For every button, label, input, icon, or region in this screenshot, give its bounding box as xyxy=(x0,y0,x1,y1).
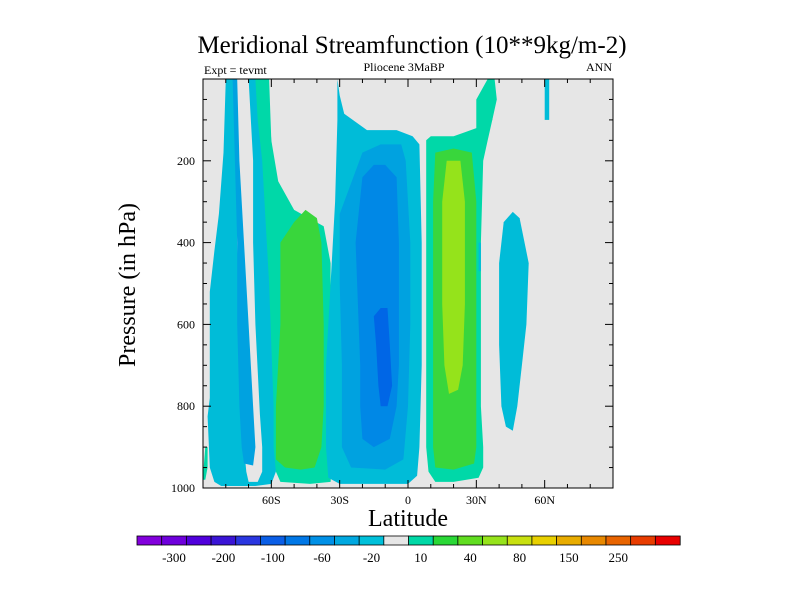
colorbar-label: -200 xyxy=(211,550,235,565)
colorbar-label: -100 xyxy=(261,550,285,565)
x-axis-label: Latitude xyxy=(368,506,448,532)
y-axis-label: Pressure (in hPa) xyxy=(115,203,141,367)
x-tick-label: 0 xyxy=(405,493,411,507)
contour-region-11 xyxy=(442,160,465,394)
chart-title: Meridional Streamfunction (10**9kg/m-2) xyxy=(197,32,626,59)
colorbar-box xyxy=(630,535,656,546)
x-tick-label: 60S xyxy=(262,493,281,507)
colorbar-box xyxy=(161,535,187,546)
y-tick-label: 1000 xyxy=(171,481,195,495)
colorbar-label: -60 xyxy=(313,550,330,565)
colorbar-box xyxy=(334,535,360,546)
right-string: ANN xyxy=(586,60,612,74)
contour-region-3 xyxy=(203,447,208,480)
colorbar-label: 10 xyxy=(414,550,427,565)
colorbar-labels: -300 -200 -100 -60 -20 10 40 80 150 250 xyxy=(162,550,628,565)
contour-region-15 xyxy=(487,79,495,100)
colorbar-box xyxy=(210,535,237,546)
colorbar-label: 150 xyxy=(559,550,579,565)
colorbar-box xyxy=(482,535,508,546)
contour-region-12 xyxy=(275,209,324,470)
y-tick-label: 400 xyxy=(177,236,195,250)
colorbar-box xyxy=(136,535,163,546)
colorbar-box xyxy=(408,535,434,546)
colorbar-box xyxy=(309,535,336,546)
colorbar-box xyxy=(235,535,262,546)
y-tick-label: 800 xyxy=(177,399,195,413)
contour-region-16 xyxy=(544,79,550,120)
colorbar-box xyxy=(605,535,632,546)
contour-region-1 xyxy=(225,79,256,466)
colorbar-label: 80 xyxy=(513,550,526,565)
center-string: Pliocene 3MaBP xyxy=(364,60,445,74)
y-tick-label: 200 xyxy=(177,154,195,168)
colorbar-box xyxy=(185,535,212,546)
colorbar-box xyxy=(506,535,533,546)
colorbar xyxy=(136,535,681,546)
x-tick-label: 30N xyxy=(466,493,487,507)
colorbar-label: 40 xyxy=(464,550,477,565)
colorbar-label: 250 xyxy=(609,550,629,565)
colorbar-box xyxy=(432,535,459,546)
colorbar-box xyxy=(531,535,558,546)
contour-region-0 xyxy=(207,79,279,486)
contour-region-13 xyxy=(499,211,529,431)
colorbar-box xyxy=(358,535,385,546)
colorbar-label: -20 xyxy=(363,550,380,565)
colorbar-box xyxy=(556,535,582,546)
x-tick-label: 60N xyxy=(534,493,555,507)
colorbar-label: -300 xyxy=(162,550,186,565)
colorbar-box xyxy=(457,535,484,546)
y-tick-label: 600 xyxy=(177,317,195,331)
contour-fill-group xyxy=(203,79,550,486)
colorbar-box xyxy=(383,535,410,546)
x-tick-label: 30S xyxy=(330,493,349,507)
contour-region-6 xyxy=(355,164,399,448)
contour-region-14 xyxy=(478,242,481,272)
axis-tick-labels: 60S 30S 0 30N 60N 200 400 600 800 1000 xyxy=(171,154,555,507)
colorbar-box xyxy=(260,535,286,546)
left-string: Expt = tevmt xyxy=(204,63,267,77)
colorbar-box xyxy=(580,535,607,546)
contour-region-7 xyxy=(373,308,393,407)
colorbar-box xyxy=(284,535,311,546)
axis-ticks xyxy=(203,79,613,489)
colorbar-box xyxy=(654,535,681,546)
